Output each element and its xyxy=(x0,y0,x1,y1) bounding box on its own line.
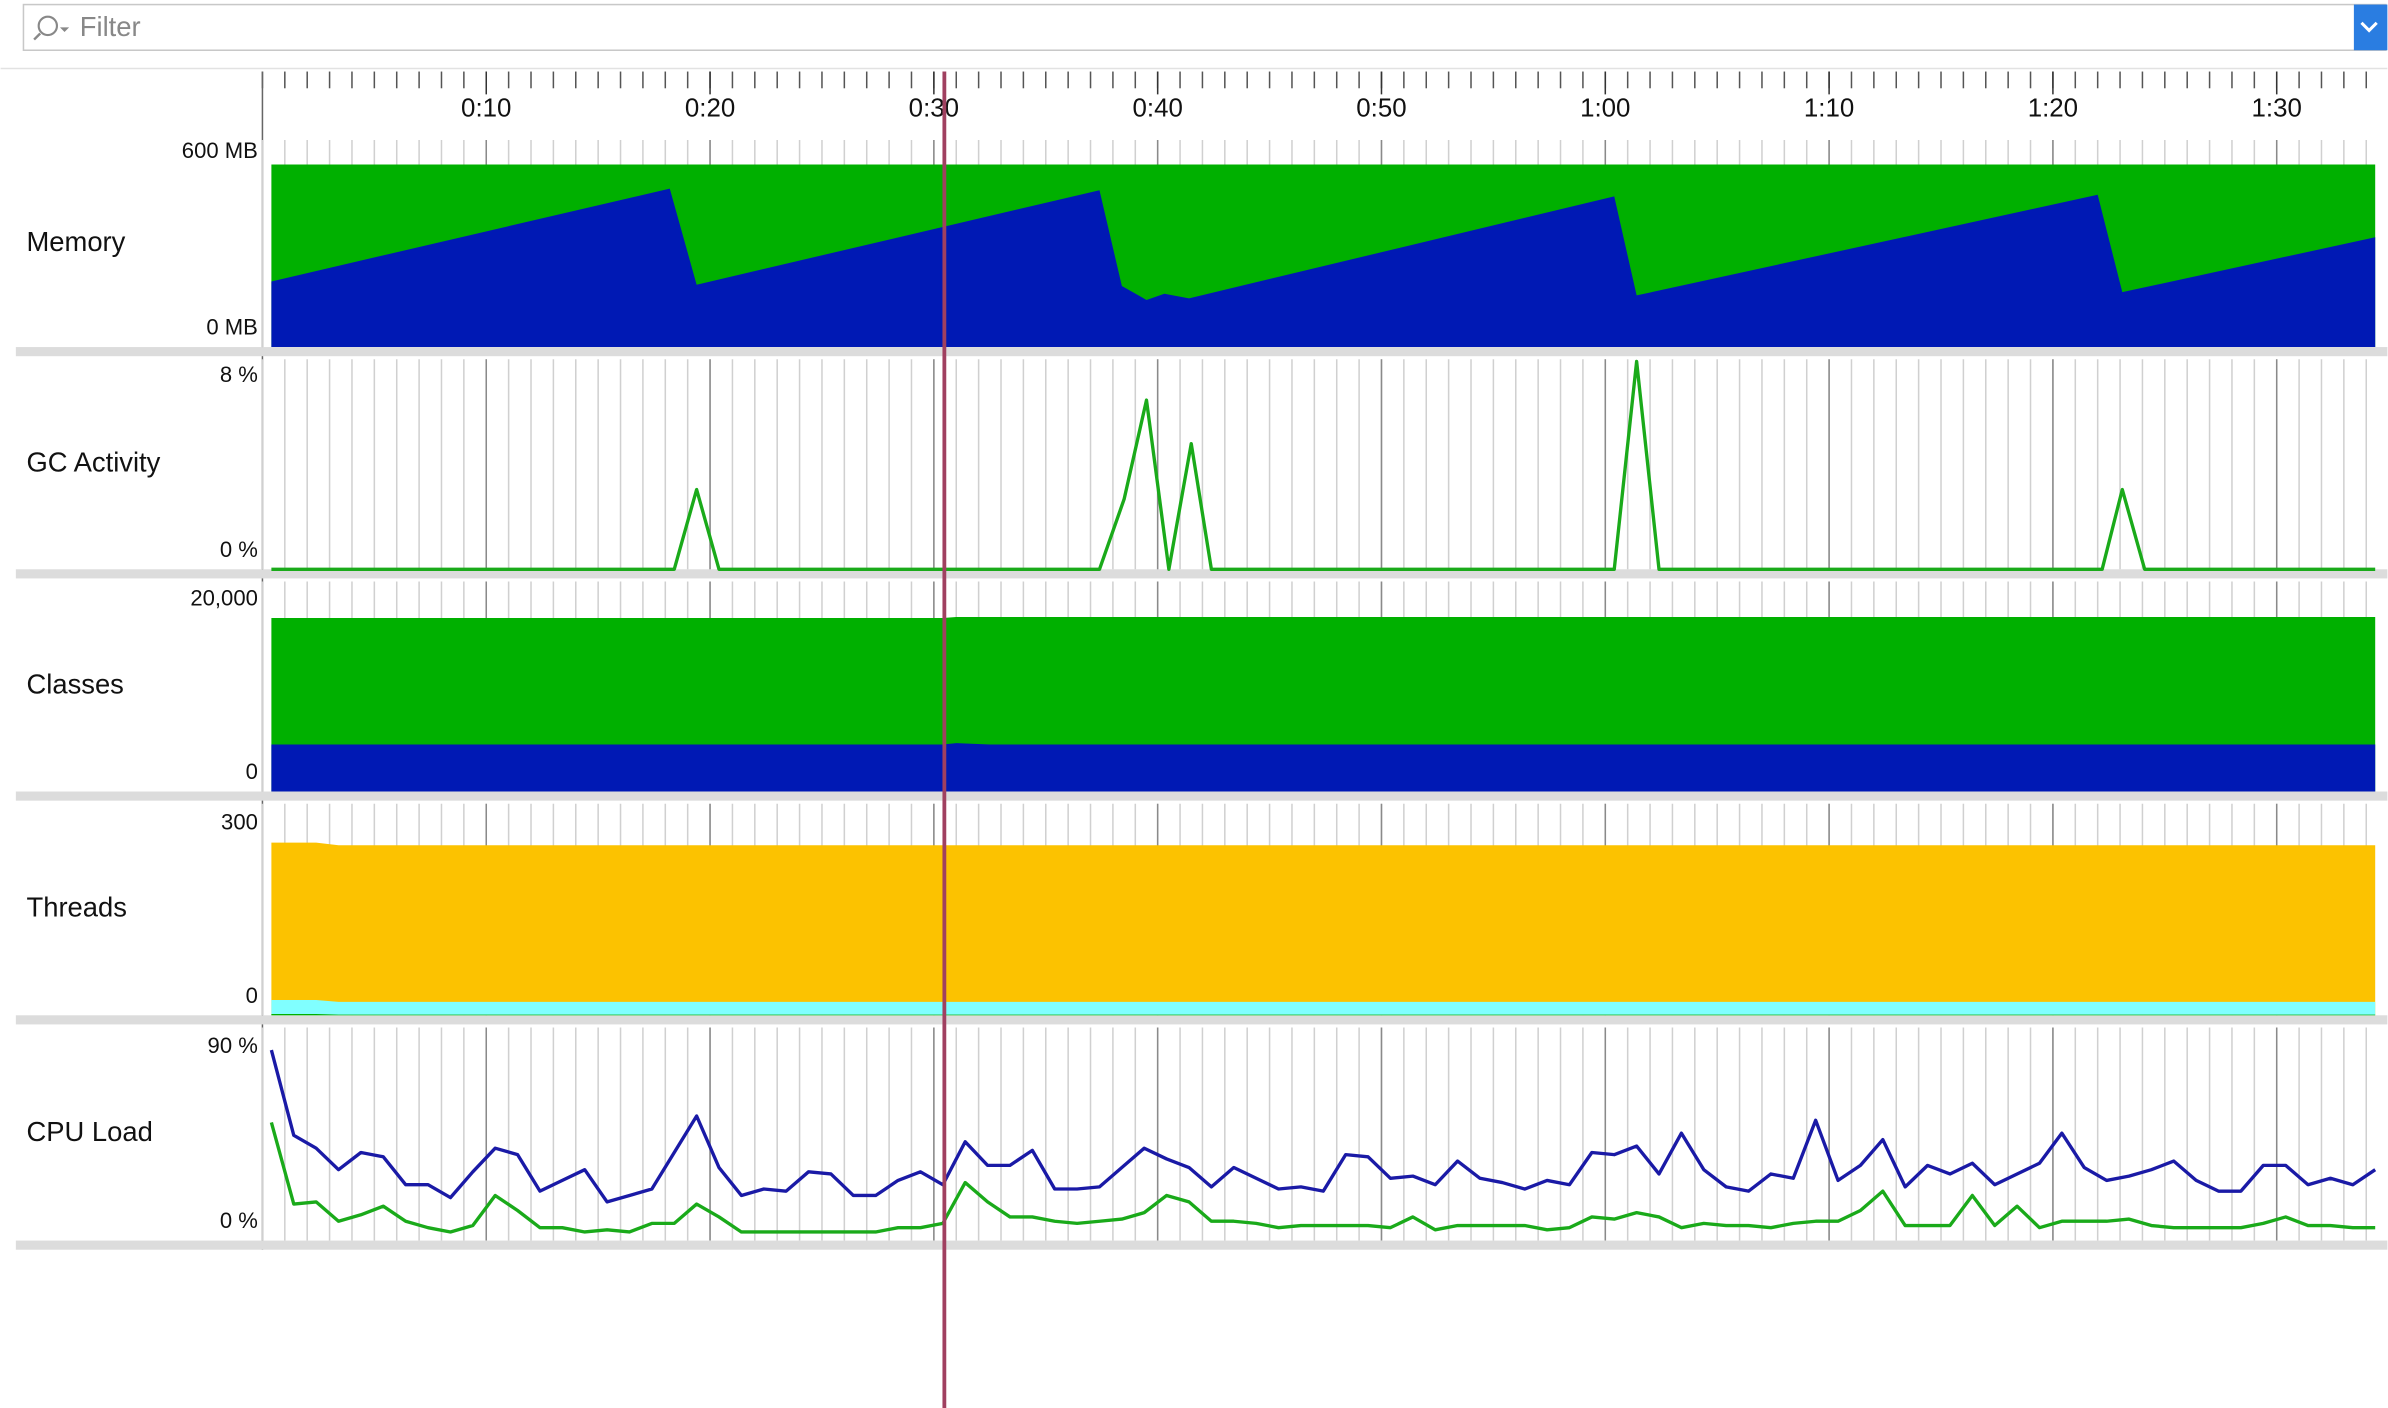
x-tick-label: 1:30 xyxy=(2252,94,2302,122)
search-icon-caret xyxy=(59,27,70,32)
y-tick-label: 0 xyxy=(246,983,258,1008)
panel-label: CPU Load xyxy=(27,1116,153,1147)
y-tick-label: 600 MB xyxy=(182,138,258,163)
filter-input[interactable] xyxy=(22,3,2387,51)
line-series xyxy=(271,359,2376,571)
timeline: 0:10 0:20 0:30 0:40 0:50 1:00 1:10 1:20 1:30 Memo… xyxy=(15,71,2388,1250)
x-tick-label: 0:30 xyxy=(909,94,959,122)
x-tick-label: 0:20 xyxy=(685,94,735,122)
filter-bar: Filter xyxy=(22,3,2388,51)
line-series xyxy=(269,1049,2377,1204)
y-tick-label: 0 % xyxy=(220,537,258,562)
search-icon xyxy=(37,15,59,37)
panel-separator xyxy=(15,1240,2388,1250)
x-tick-label: 1:20 xyxy=(2028,94,2078,122)
area-series xyxy=(271,842,2376,1016)
panel-separator xyxy=(15,569,2388,579)
area-series xyxy=(271,999,2376,1016)
y-tick-label: 0 xyxy=(246,759,258,784)
x-tick-label: 0:40 xyxy=(1133,94,1183,122)
y-tick-label: 0 MB xyxy=(206,315,258,340)
x-tick-label: 1:00 xyxy=(1580,94,1630,122)
filter-placeholder: Filter xyxy=(80,11,141,42)
dropdown-chevron xyxy=(2360,21,2378,33)
panel-label: Threads xyxy=(27,892,127,923)
y-tick-label: 90 % xyxy=(208,1033,258,1058)
panel-separator xyxy=(15,1015,2388,1025)
area-series xyxy=(271,188,2376,348)
x-tick-label: 1:10 xyxy=(1804,94,1854,122)
y-tick-label: 300 xyxy=(221,809,258,834)
panel-label: Memory xyxy=(27,226,126,257)
panel-label: Classes xyxy=(27,669,124,700)
axis-header xyxy=(262,71,2376,141)
line-series xyxy=(269,1121,2376,1234)
search-icon-handle xyxy=(33,32,42,41)
panel-label: GC Activity xyxy=(27,446,161,477)
x-tick-label: 0:10 xyxy=(461,94,511,122)
y-tick-label: 20,000 xyxy=(190,586,257,611)
area-series xyxy=(271,743,2376,792)
y-tick-label: 0 % xyxy=(220,1208,258,1233)
y-tick-label: 8 % xyxy=(220,362,258,387)
x-tick-label: 0:50 xyxy=(1356,94,1406,122)
area-series xyxy=(271,1014,2376,1016)
panel-separator xyxy=(15,347,2388,357)
panel-separator xyxy=(15,791,2388,801)
